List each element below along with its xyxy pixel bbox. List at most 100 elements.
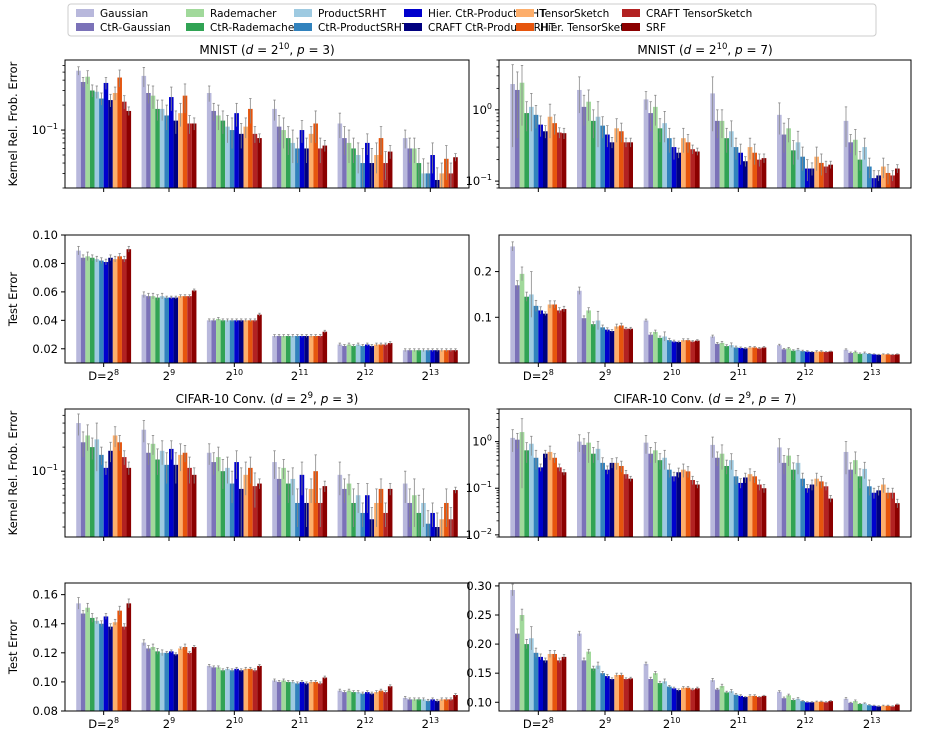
bar — [191, 123, 197, 188]
bar — [676, 152, 681, 188]
bar — [515, 439, 520, 537]
bar — [99, 260, 104, 363]
bar — [159, 652, 165, 711]
legend-label: Hier. TensorSketch — [540, 22, 637, 34]
bar — [552, 304, 557, 363]
bar — [112, 92, 118, 188]
bar — [108, 257, 113, 363]
bar — [94, 259, 100, 363]
bar — [191, 647, 197, 711]
bar — [99, 98, 104, 188]
bar — [515, 89, 520, 188]
bar — [225, 126, 230, 188]
bar — [346, 483, 352, 537]
bars-p2 — [510, 64, 900, 188]
bar — [295, 335, 300, 363]
bar — [430, 699, 435, 711]
bar — [752, 152, 757, 188]
bar — [355, 344, 361, 363]
bar — [605, 134, 610, 188]
bar — [234, 462, 239, 537]
bar — [519, 615, 525, 711]
bar — [577, 441, 582, 537]
bar — [112, 259, 118, 363]
bar — [729, 691, 734, 711]
bar — [313, 123, 318, 188]
bar — [453, 695, 458, 711]
bar — [182, 452, 188, 537]
legend-label: ProductSRHT — [318, 8, 387, 20]
x-tick-label: 29 — [163, 368, 175, 383]
bar — [533, 652, 539, 711]
bar — [577, 290, 582, 363]
bar — [155, 459, 160, 537]
bar — [843, 451, 849, 537]
bar — [690, 689, 695, 711]
y-tick-label: 0.15 — [466, 666, 492, 680]
bar — [538, 656, 543, 711]
axes-frame — [498, 582, 912, 712]
bar — [216, 457, 221, 537]
bar — [308, 681, 314, 711]
bar — [795, 462, 801, 537]
bar — [724, 346, 729, 363]
bar — [243, 126, 249, 188]
bar — [317, 335, 323, 363]
bar — [823, 352, 829, 363]
bar — [299, 681, 305, 711]
legend-frame — [67, 3, 877, 37]
bar — [662, 681, 667, 711]
bar — [695, 688, 700, 711]
bar — [895, 503, 900, 537]
legend-label: CRAFT TensorSketch — [646, 8, 752, 20]
bar — [600, 327, 605, 363]
bar — [561, 656, 567, 711]
bar — [434, 700, 440, 711]
bar — [407, 350, 413, 363]
y-tick-label: 0.10 — [466, 695, 492, 709]
bar — [85, 435, 90, 537]
bar — [304, 683, 309, 711]
bar — [710, 336, 715, 363]
bar — [374, 344, 379, 363]
bar — [191, 290, 197, 363]
bar — [791, 699, 796, 711]
bar — [89, 90, 95, 188]
bar — [724, 138, 729, 188]
bar — [800, 478, 805, 537]
bar — [853, 352, 858, 363]
bar — [257, 314, 262, 363]
panel-title: MNIST (d = 210, p = 3) — [199, 42, 334, 57]
x-tick-label: 210 — [663, 368, 681, 383]
bar — [342, 488, 347, 537]
panel-p2: 10−1 100 MNIST (d = 210, p = 7) — [466, 42, 912, 192]
bar — [715, 689, 720, 711]
bar — [614, 326, 619, 363]
bar — [591, 453, 596, 537]
axes-frame — [498, 59, 912, 189]
bar — [619, 325, 624, 363]
bar — [365, 495, 370, 537]
x-tick-label: 213 — [422, 368, 440, 383]
bar — [322, 331, 328, 363]
bar — [747, 147, 753, 188]
bar — [238, 670, 244, 711]
bar — [126, 249, 132, 363]
y-tick-label: 0.16 — [32, 588, 58, 602]
bar — [781, 349, 787, 363]
bar — [355, 692, 361, 711]
bar — [791, 469, 796, 537]
bar — [676, 690, 681, 711]
bar — [159, 296, 165, 363]
bar — [657, 460, 663, 537]
bar — [895, 704, 900, 711]
bar — [141, 75, 147, 188]
bar — [216, 667, 221, 711]
bar — [421, 350, 426, 363]
legend-label: CtR-Gaussian — [100, 22, 171, 34]
bar — [85, 256, 90, 363]
bar — [809, 352, 815, 363]
bar — [800, 701, 805, 711]
bar — [828, 164, 833, 188]
y-tick-label: 0.08 — [32, 704, 58, 718]
